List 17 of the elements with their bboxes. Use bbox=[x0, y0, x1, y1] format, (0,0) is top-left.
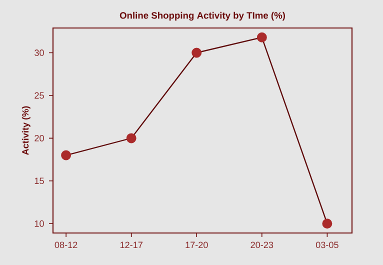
y-axis-title: Activity (%) bbox=[22, 106, 30, 155]
x-tick-label: 12-17 bbox=[120, 242, 142, 248]
chart-title: Online Shopping Activity by TIme (%) bbox=[120, 12, 285, 21]
x-tick-label: 03-05 bbox=[316, 242, 338, 248]
point bbox=[192, 48, 202, 58]
x-tick-label: 17-20 bbox=[186, 242, 208, 248]
y-tick-label: 30 bbox=[34, 50, 44, 56]
point bbox=[322, 218, 332, 229]
point bbox=[61, 150, 72, 160]
y-tick-label: 20 bbox=[34, 134, 44, 142]
x-tick-label: 20-23 bbox=[250, 242, 274, 248]
x-tick-label: 08-12 bbox=[54, 242, 78, 248]
point bbox=[126, 133, 136, 144]
y-tick-label: 15 bbox=[34, 178, 44, 184]
y-tick-label: 25 bbox=[34, 92, 44, 99]
y-tick-label: 10 bbox=[34, 220, 44, 227]
point bbox=[256, 32, 267, 42]
